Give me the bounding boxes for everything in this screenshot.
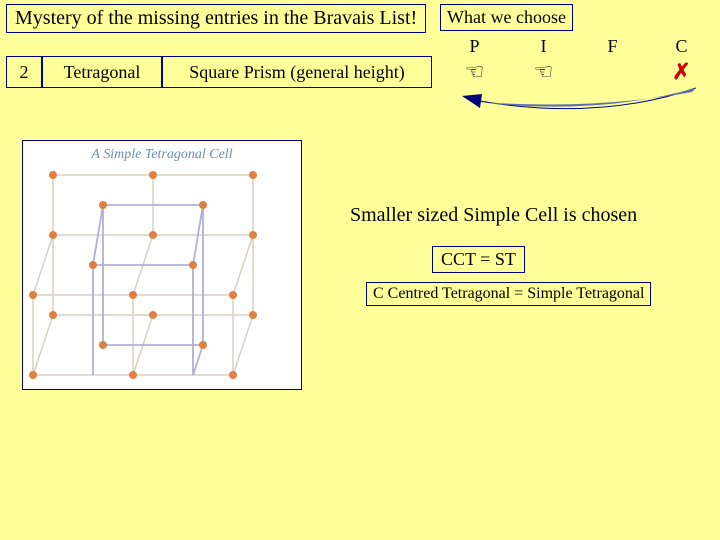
row-number: 2 — [6, 56, 42, 88]
title-box: Mystery of the missing entries in the Br… — [6, 4, 426, 33]
header-f: F — [578, 36, 647, 57]
curved-arrow — [456, 86, 706, 126]
row-description: Square Prism (general height) — [162, 56, 432, 88]
row-system: Tetragonal — [42, 56, 162, 88]
header-i: I — [509, 36, 578, 57]
mark-f — [578, 56, 647, 88]
what-we-choose-label: What we choose — [447, 7, 566, 27]
pifc-marks-row: ☜ ☜ ✗ — [440, 56, 716, 88]
bravais-row: 2 Tetragonal Square Prism (general heigh… — [6, 56, 432, 88]
lattice-diagram — [23, 165, 303, 385]
title-text: Mystery of the missing entries in the Br… — [15, 7, 417, 29]
equation-text: CCT = ST — [441, 249, 516, 269]
mark-i: ☜ — [509, 56, 578, 88]
what-we-choose-box: What we choose — [440, 4, 573, 31]
figure-title: A Simple Tetragonal Cell — [91, 147, 232, 163]
header-c: C — [647, 36, 716, 57]
header-p: P — [440, 36, 509, 57]
caption-cct-text: C Centred Tetragonal = Simple Tetragonal — [373, 285, 644, 302]
tetragonal-figure: A Simple Tetragonal Cell — [22, 140, 302, 390]
mark-p: ☜ — [440, 56, 509, 88]
caption-smaller-cell: Smaller sized Simple Cell is chosen — [350, 204, 637, 227]
equation-box: CCT = ST — [432, 246, 525, 273]
pifc-header-row: P I F C — [440, 36, 716, 57]
caption-cct-box: C Centred Tetragonal = Simple Tetragonal — [366, 282, 651, 306]
mark-c: ✗ — [647, 56, 716, 88]
